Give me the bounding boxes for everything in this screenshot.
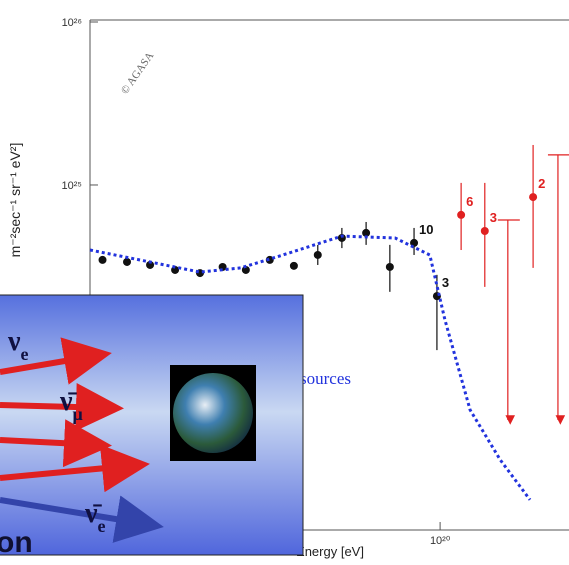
panel-background <box>0 295 303 555</box>
point-label: 10 <box>419 222 433 237</box>
text-fragment: on <box>0 526 33 559</box>
subscript: e <box>98 516 106 536</box>
y-tick-label: 10²⁶ <box>62 17 82 29</box>
point-label: 2 <box>538 176 545 191</box>
symbol: ν <box>7 326 21 357</box>
y-tick-label: 10²⁵ <box>62 180 82 192</box>
data-point <box>529 193 537 201</box>
data-point <box>457 211 465 219</box>
point-label: 6 <box>466 194 473 209</box>
data-point <box>314 251 322 259</box>
data-point <box>99 256 107 264</box>
page: {"chart_data": { "type": "scatter", "x_l… <box>0 0 569 565</box>
point-label: 3 <box>442 275 449 290</box>
x-tick-label: 10²⁰ <box>430 535 451 547</box>
subscript: μ <box>73 404 83 424</box>
y-axis-label: m⁻²sec⁻¹ sr⁻¹ eV²] <box>7 143 23 258</box>
arrow <box>0 405 112 408</box>
watermark: © AGASA <box>119 50 157 97</box>
neutrino-panel: νe ν̄μ ν̄e on <box>0 295 303 559</box>
data-point <box>290 262 298 270</box>
data-point <box>123 258 131 266</box>
point-label: 3 <box>490 210 497 225</box>
earth <box>173 373 253 453</box>
x-axis-label: Energy [eV] <box>296 544 364 559</box>
curve-label: sources <box>300 369 351 388</box>
data-point <box>386 263 394 271</box>
chart: © AGASA m⁻²sec⁻¹ sr⁻¹ eV²] Energy [eV] 1… <box>0 0 569 565</box>
subscript: e <box>21 344 29 364</box>
data-point <box>481 227 489 235</box>
